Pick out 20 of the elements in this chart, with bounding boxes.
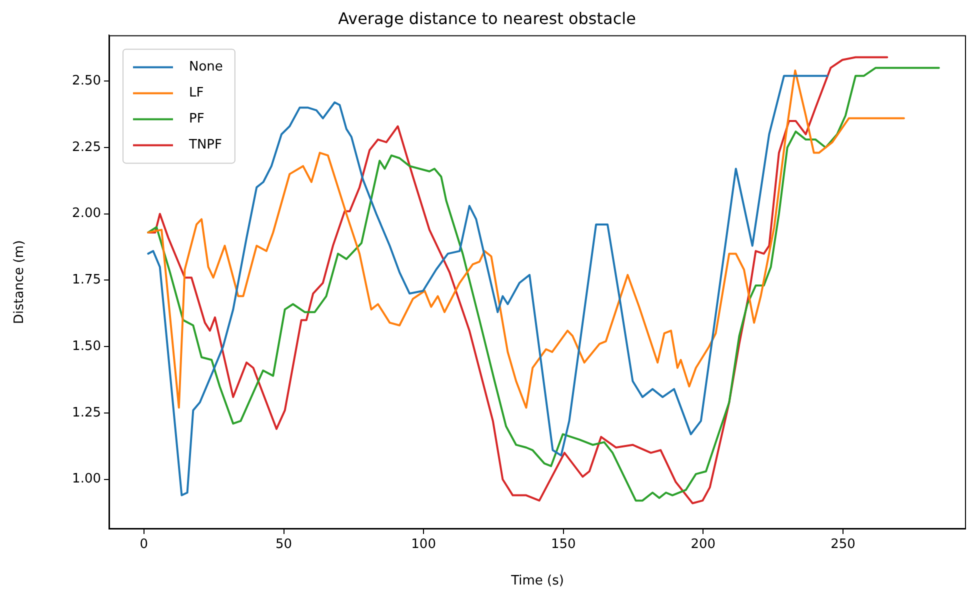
x-tick-label: 250 [830, 537, 856, 552]
x-tick-label: 100 [411, 537, 436, 552]
x-axis-title: Time (s) [510, 574, 564, 589]
y-tick-label: 2.50 [72, 74, 101, 89]
y-tick-label: 1.75 [72, 272, 101, 288]
y-axis-title: Distance (m) [12, 240, 28, 324]
y-tick-label: 1.00 [72, 472, 101, 487]
y-tick-label: 1.50 [72, 338, 101, 354]
legend-label: PF [189, 112, 204, 127]
x-tick-label: 50 [275, 537, 292, 552]
y-tick-label: 2.25 [72, 140, 101, 155]
x-tick-label: 150 [550, 537, 576, 552]
x-tick-label: 0 [140, 537, 148, 552]
y-tick-label: 2.00 [72, 206, 101, 222]
legend-label: LF [189, 86, 204, 101]
legend-label: None [189, 60, 223, 75]
x-tick-label: 200 [690, 537, 716, 552]
legend-label: TNPF [188, 138, 222, 153]
y-tick-label: 1.25 [72, 405, 101, 420]
chart-title: Average distance to nearest obstacle [338, 8, 636, 28]
